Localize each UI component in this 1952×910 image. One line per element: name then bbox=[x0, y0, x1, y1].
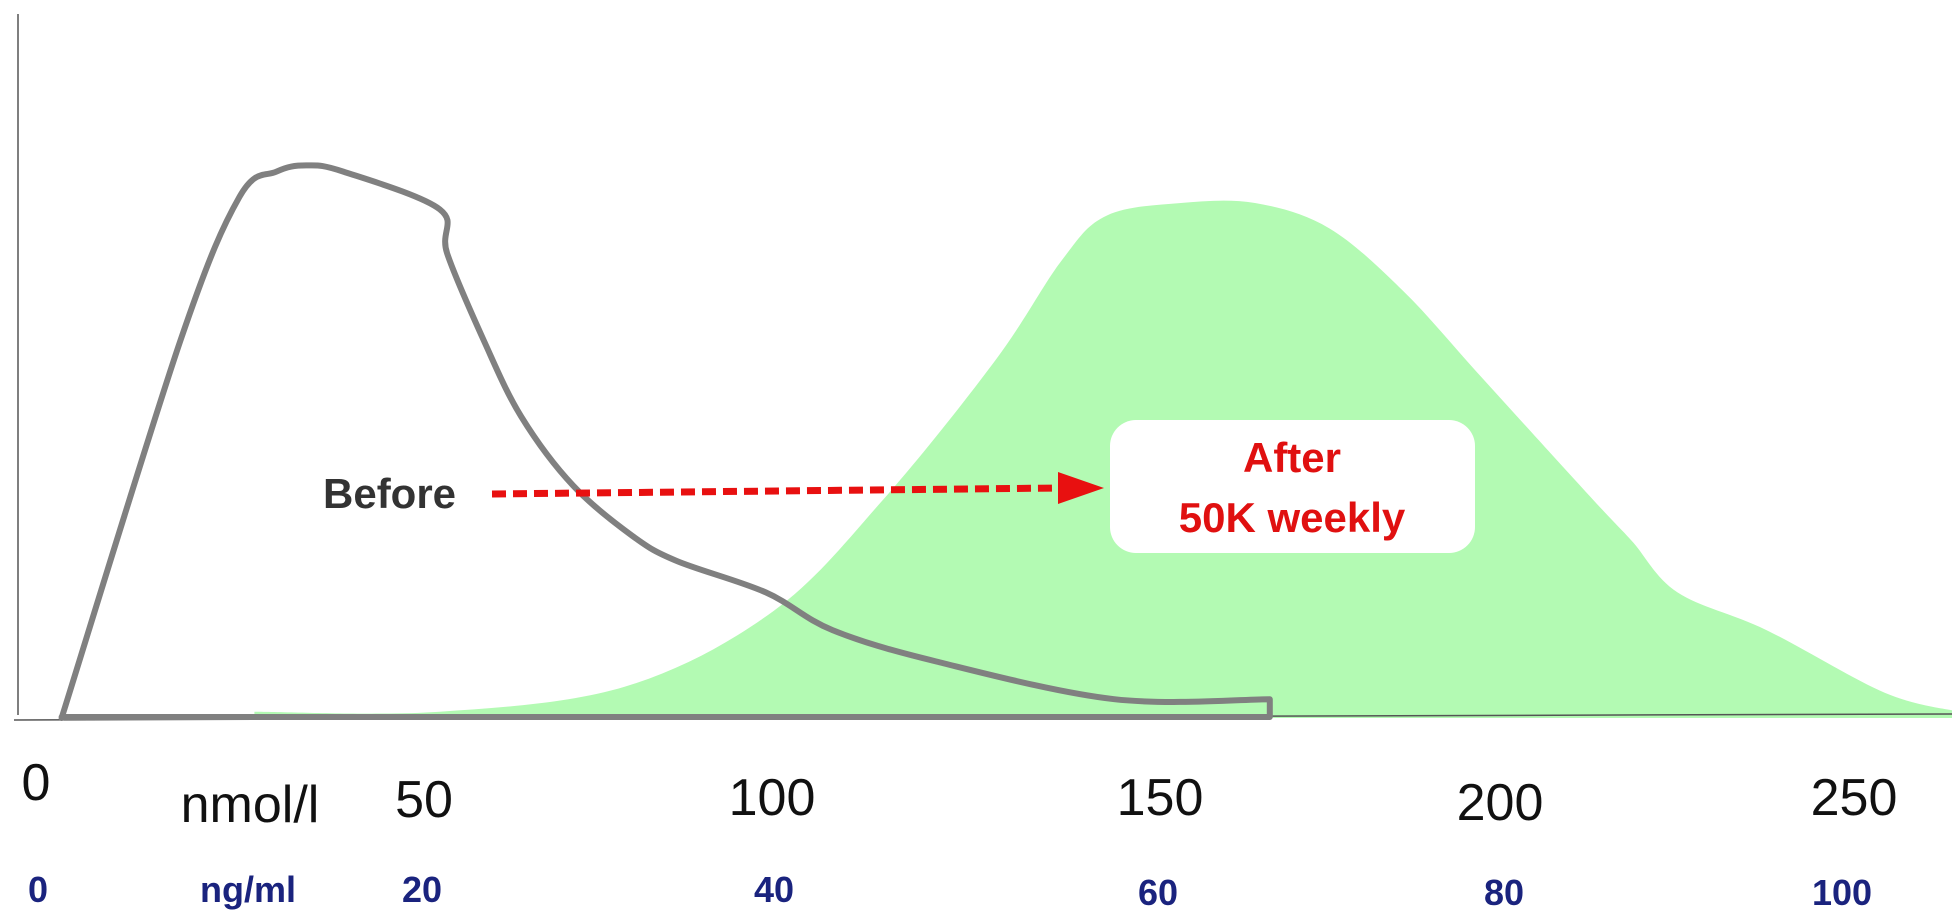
before-label: Before bbox=[323, 470, 456, 517]
x-tick-ngml-0: 0 bbox=[28, 869, 48, 910]
x-tick-nmol-50: 50 bbox=[395, 771, 453, 829]
x-tick-nmol-100: 100 bbox=[729, 769, 816, 827]
x-tick-nmol-250: 250 bbox=[1811, 769, 1898, 827]
tick-layer: 0 50 100 150 200 250 nmol/l 0 20 40 60 80 100 ng/ml bbox=[22, 754, 1898, 910]
after-label-line1: After bbox=[1243, 434, 1341, 481]
x-tick-ngml-20: 20 bbox=[402, 869, 442, 910]
arrow-head bbox=[1058, 472, 1104, 504]
x-tick-nmol-150: 150 bbox=[1117, 769, 1204, 827]
annotation-layer: Before After 50K weekly bbox=[323, 420, 1475, 553]
area-layer bbox=[254, 200, 1952, 718]
x-tick-ngml-100: 100 bbox=[1812, 872, 1872, 910]
after-series-area bbox=[254, 200, 1952, 718]
x-tick-nmol-200: 200 bbox=[1457, 774, 1544, 832]
x-tick-ngml-40: 40 bbox=[754, 869, 794, 910]
before-series-line bbox=[58, 162, 1273, 721]
x-axis-unit-ngml: ng/ml bbox=[200, 869, 296, 910]
x-tick-nmol-0: 0 bbox=[22, 754, 51, 812]
line-layer bbox=[58, 162, 1273, 721]
x-tick-ngml-80: 80 bbox=[1484, 872, 1524, 910]
arrow-shaft bbox=[491, 484, 1061, 498]
after-label-line2: 50K weekly bbox=[1179, 494, 1406, 541]
after-label-box bbox=[1110, 420, 1475, 553]
x-tick-ngml-60: 60 bbox=[1138, 872, 1178, 910]
x-axis-unit-nmol: nmol/l bbox=[181, 776, 320, 834]
